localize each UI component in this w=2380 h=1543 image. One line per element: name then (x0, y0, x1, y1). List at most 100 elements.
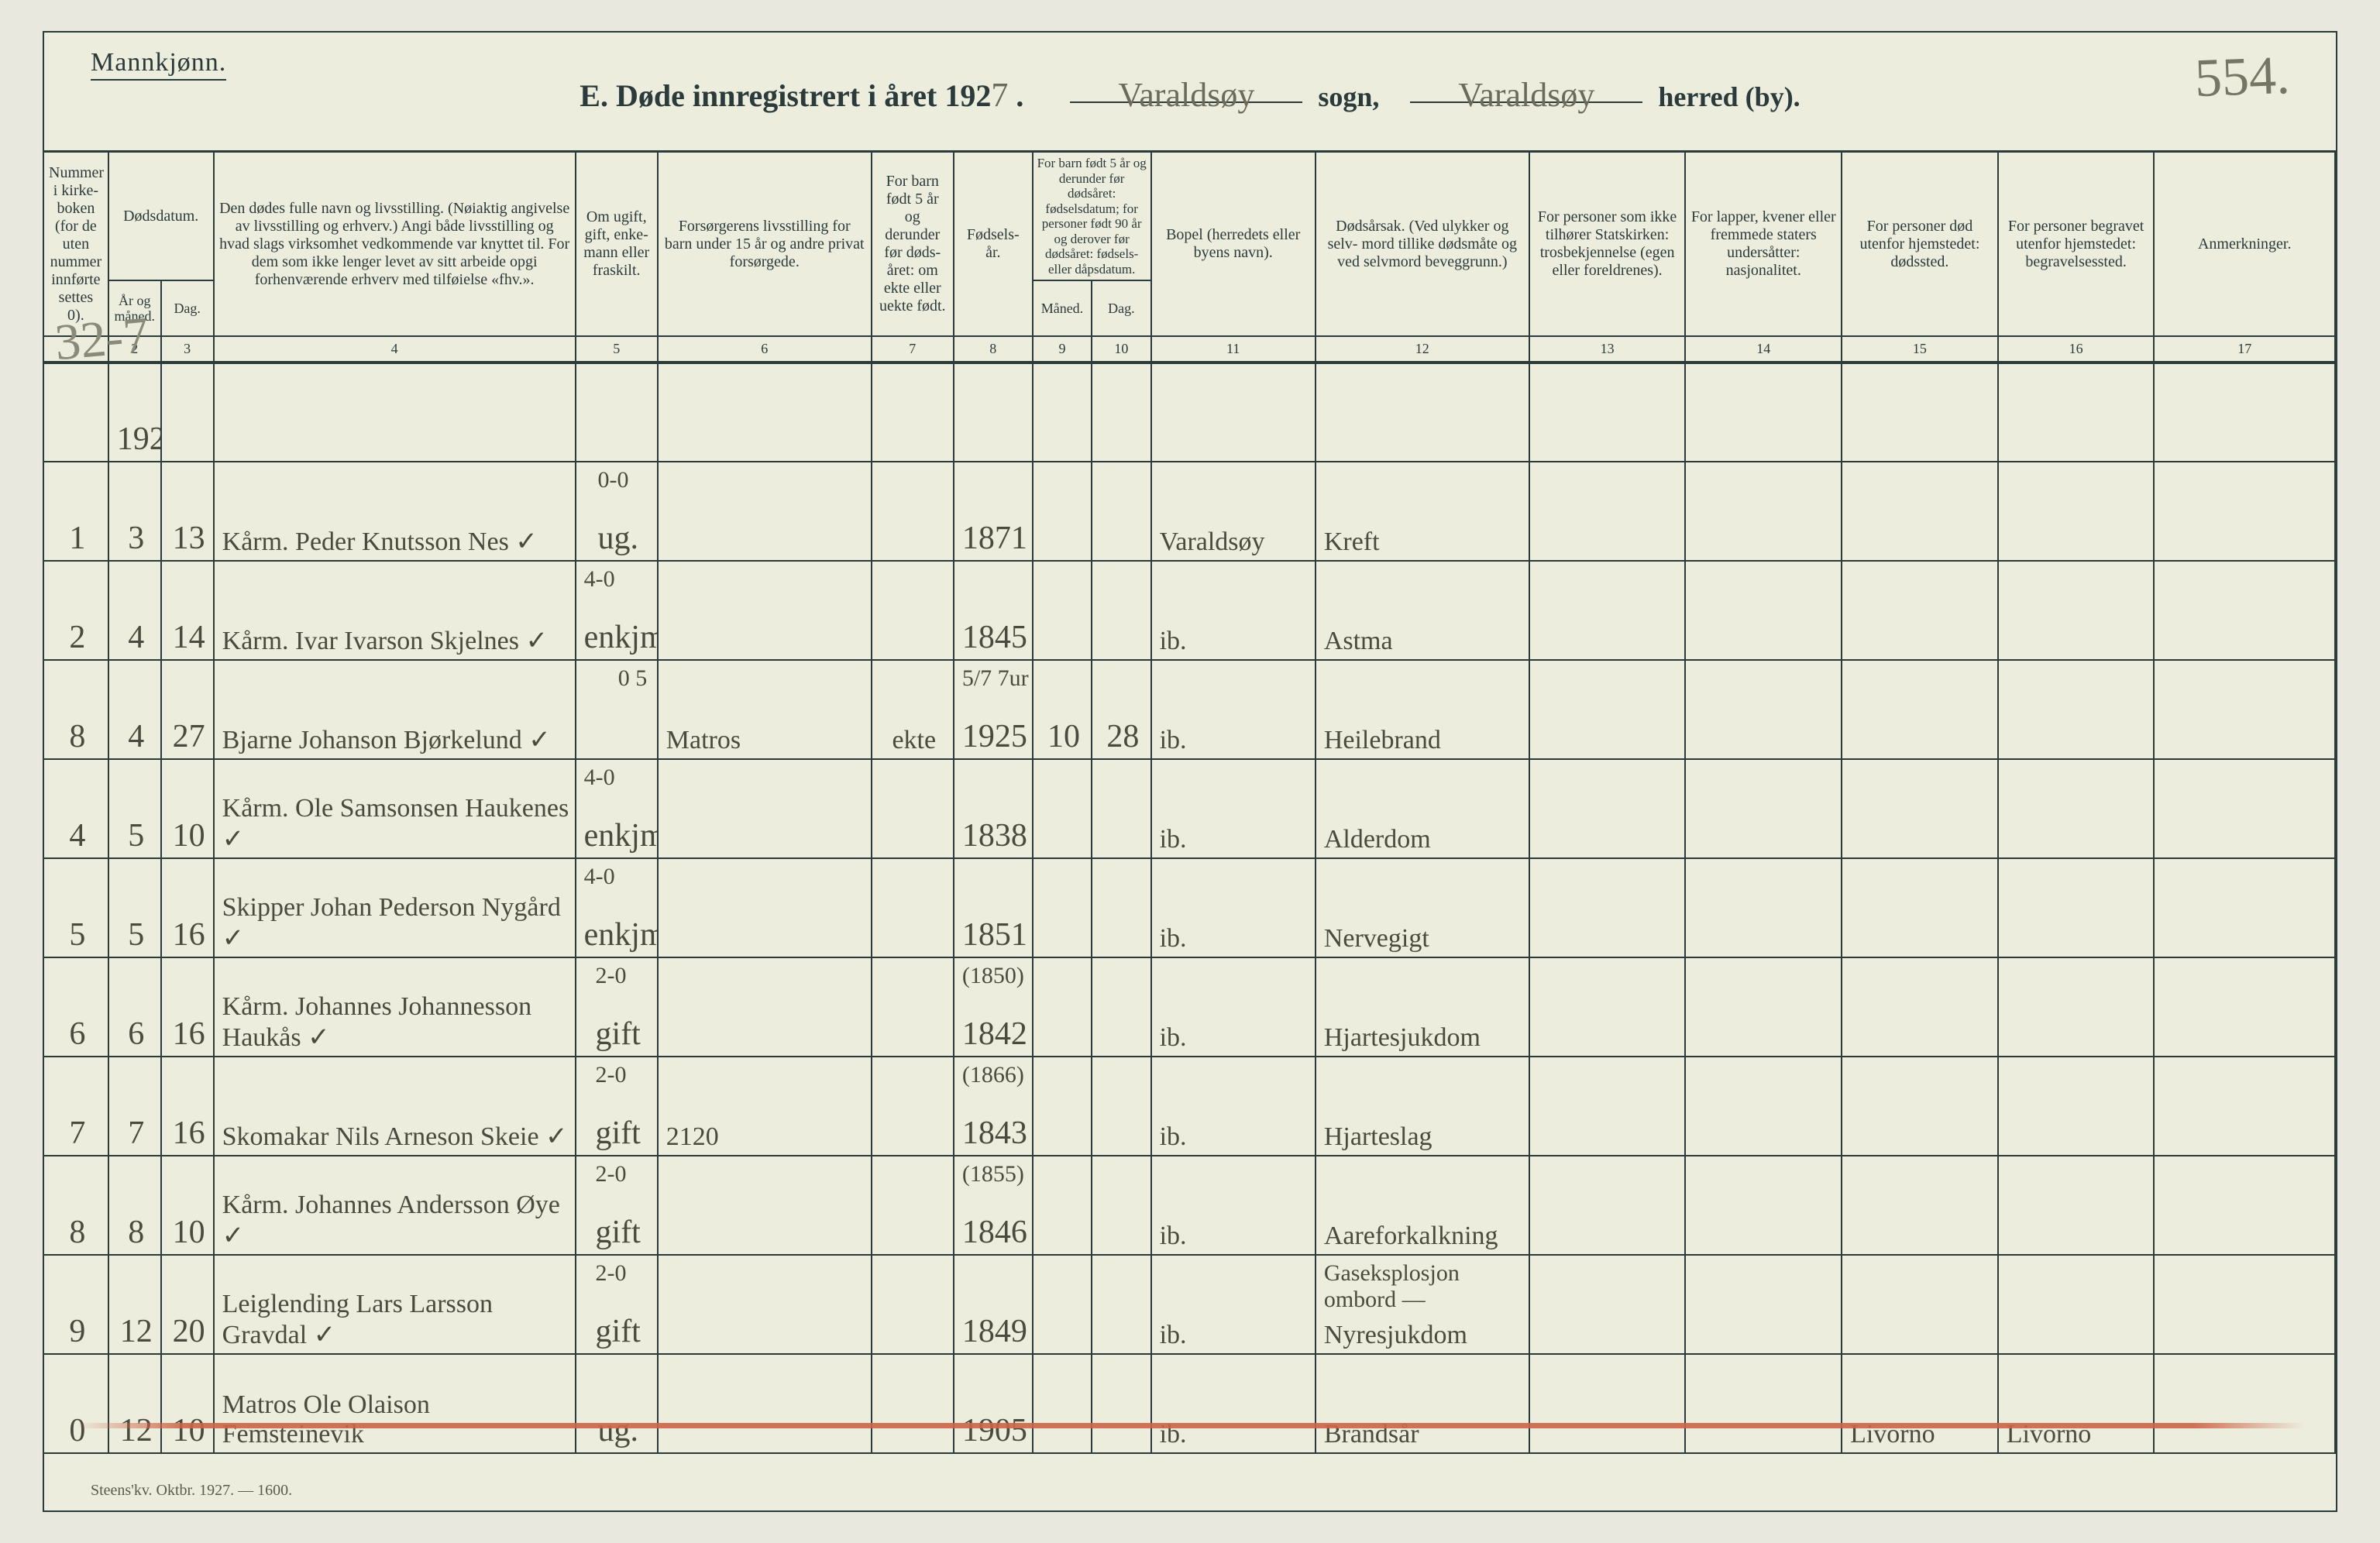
cell (1092, 759, 1150, 858)
cell (2154, 1255, 2335, 1354)
cell: 5 (108, 858, 161, 957)
colnum: 10 (1092, 336, 1150, 363)
cell: 20 (161, 1255, 214, 1354)
colnum: 6 (658, 336, 872, 363)
cell (1842, 957, 1998, 1057)
cell: 12 (108, 1354, 161, 1453)
table-body: 1927 1313Kå (44, 363, 2335, 1453)
cell: 0 5 (576, 660, 658, 759)
cell: 1849 (954, 1255, 1033, 1354)
cell: ib. (1151, 1354, 1316, 1453)
cell: Kårm. Johannes Andersson Øye ✓ (214, 1156, 576, 1255)
cell: 7 (44, 1057, 108, 1156)
cell (1685, 561, 1842, 660)
colnum: 3 (161, 336, 214, 363)
cell (872, 462, 954, 561)
table-row: 01210Matros Ole Olaison Femsteinevikug.1… (44, 1354, 2335, 1453)
colnum: 17 (2154, 336, 2335, 363)
cell: (1850)1842 (954, 957, 1033, 1057)
cell (1842, 363, 1998, 462)
dodsdatum-label: Dødsdatum. (109, 153, 213, 281)
colnum: 4 (214, 336, 576, 363)
cell: ug. (576, 1354, 658, 1453)
colnum: 5 (576, 336, 658, 363)
cell (1998, 660, 2155, 759)
cell: 4 (108, 561, 161, 660)
cell: 0-0ug. (576, 462, 658, 561)
herred-value: Varaldsøy (1410, 75, 1642, 103)
cell: 1851 (954, 858, 1033, 957)
cell (1092, 1156, 1150, 1255)
cell: Kårm. Johannes Johannesson Haukås ✓ (214, 957, 576, 1057)
cell (214, 363, 576, 462)
cell: 4 (44, 759, 108, 858)
cell (1529, 363, 1686, 462)
cell (2154, 858, 2335, 957)
cell (1685, 957, 1842, 1057)
colnum: 13 (1529, 336, 1686, 363)
cell: Nervegigt (1316, 858, 1529, 957)
cell (1842, 858, 1998, 957)
year-cell: 1927 (108, 363, 161, 462)
colnum: 12 (1316, 336, 1529, 363)
cell: 10 (161, 1354, 214, 1453)
cell (1151, 363, 1316, 462)
cell: ib. (1151, 957, 1316, 1057)
cell: 8 (108, 1156, 161, 1255)
red-underline (75, 1423, 2305, 1428)
table-row: 5516Skipper Johan Pederson Nygård ✓4-0en… (44, 858, 2335, 957)
cell: 2120 (658, 1057, 872, 1156)
title-prefix: E. Døde innregistrert i året 192 (580, 78, 991, 113)
cell (658, 1255, 872, 1354)
col-10-sub: Dag. (1092, 281, 1150, 335)
cell (658, 462, 872, 561)
col-13-header: For personer som ikke tilhører Statskirk… (1529, 153, 1686, 336)
cell (1685, 660, 1842, 759)
cell (658, 1156, 872, 1255)
col-7-header: For barn født 5 år og derunder før døds-… (872, 153, 954, 336)
column-number-row: 1 2 3 4 5 6 7 8 9 10 11 12 13 14 15 16 1 (44, 336, 2335, 363)
cell: 27 (161, 660, 214, 759)
cell (1033, 462, 1092, 561)
cell: 6 (44, 957, 108, 1057)
cell (872, 957, 954, 1057)
cell: 2-0gift (576, 1057, 658, 1156)
cell: 5/7 7ur1925 (954, 660, 1033, 759)
cell: Brandsår (1316, 1354, 1529, 1453)
cell: 16 (161, 1057, 214, 1156)
cell (1529, 858, 1686, 957)
cell (954, 363, 1033, 462)
cell (1529, 462, 1686, 561)
cell (2154, 957, 2335, 1057)
cell (1092, 462, 1150, 561)
cell: 8 (44, 1156, 108, 1255)
cell: 8 (44, 660, 108, 759)
cell (1529, 660, 1686, 759)
cell (658, 1354, 872, 1453)
cell: Astma (1316, 561, 1529, 660)
col-6-header: Forsørgerens livsstilling for barn under… (658, 153, 872, 336)
cell: 2-0gift (576, 957, 658, 1057)
cell: 0 (44, 1354, 108, 1453)
cell (1998, 858, 2155, 957)
cell: Matros Ole Olaison Femsteinevik (214, 1354, 576, 1453)
cell (1033, 561, 1092, 660)
cell (576, 363, 658, 462)
colnum: 14 (1685, 336, 1842, 363)
table-row: 4510Kårm. Ole Samsonsen Haukenes ✓4-0enk… (44, 759, 2335, 858)
cell: 1838 (954, 759, 1033, 858)
sogn-value: Varaldsøy (1070, 75, 1302, 103)
cell (1092, 957, 1150, 1057)
cell: 3 (108, 462, 161, 561)
cell (1529, 1057, 1686, 1156)
cell: 2-0gift (576, 1255, 658, 1354)
cell: 16 (161, 858, 214, 957)
col-5-header: Om ugift, gift, enke- mann eller fraskil… (576, 153, 658, 336)
col-4-header: Den dødes fulle navn og livsstilling. (N… (214, 153, 576, 336)
cell (1092, 363, 1150, 462)
cell (658, 561, 872, 660)
cell: Alderdom (1316, 759, 1529, 858)
cell: Kreft (1316, 462, 1529, 561)
table-row: 8427Bjarne Johanson Bjørkelund ✓0 5Matro… (44, 660, 2335, 759)
cell (1529, 1354, 1686, 1453)
